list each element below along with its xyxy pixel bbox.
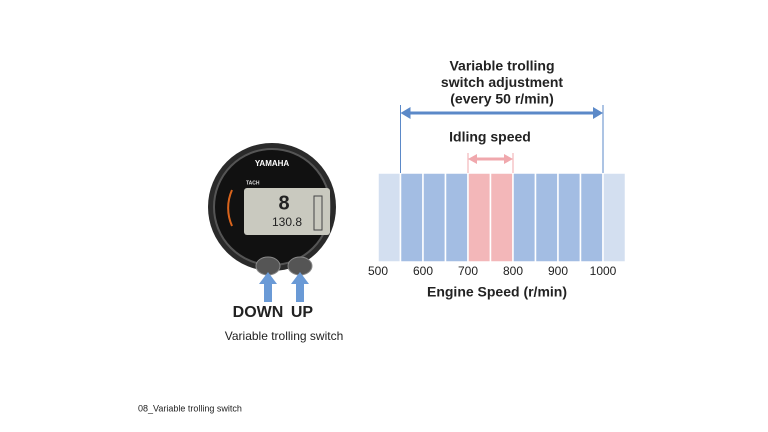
x-tick-label: 800 — [503, 264, 523, 278]
lcd-bar — [313, 195, 323, 231]
x-tick-label: 700 — [458, 264, 478, 278]
lcd — [244, 188, 330, 235]
speed-cell — [512, 172, 537, 263]
arrow-head — [468, 154, 513, 164]
speed-cell — [557, 172, 582, 263]
down-label: DOWN — [233, 304, 284, 321]
speed-cell — [579, 172, 604, 263]
x-tick-label: 900 — [548, 264, 568, 278]
speed-cell — [534, 172, 559, 263]
brand: YAMAHA — [255, 159, 290, 168]
gauge-label: TACH — [246, 180, 260, 186]
idling-label: Idling speed — [449, 129, 531, 145]
up-label: UP — [291, 304, 314, 321]
axis-label: Engine Speed (r/min) — [427, 284, 567, 300]
speed-cell — [489, 172, 514, 263]
gauge: YAMAHA TACH 8 130.8 DOWN UP Variable tro… — [208, 143, 343, 343]
adjustment-label: switch adjustment — [441, 74, 563, 90]
x-tick-label: 600 — [413, 264, 433, 278]
lcd-digit: 8 — [278, 192, 289, 214]
speed-cell — [467, 172, 492, 263]
speed-cell — [422, 172, 447, 263]
speed-cell — [444, 172, 469, 263]
adjustment-label: (every 50 r/min) — [450, 91, 554, 107]
gauge-caption: Variable trolling switch — [225, 329, 344, 343]
up-arrow — [291, 272, 309, 302]
gauge-arc — [227, 189, 233, 227]
lcd-reading: 130.8 — [272, 215, 302, 229]
x-tick-label: 1000 — [590, 264, 617, 278]
x-tick-label: 500 — [368, 264, 388, 278]
footer: 08_Variable trolling switch — [138, 403, 242, 413]
speed-cell — [399, 172, 424, 263]
speed-cell — [377, 172, 402, 263]
speed-cell — [602, 172, 627, 263]
adjustment-label: Variable trolling — [449, 58, 554, 74]
down-arrow — [259, 272, 277, 302]
